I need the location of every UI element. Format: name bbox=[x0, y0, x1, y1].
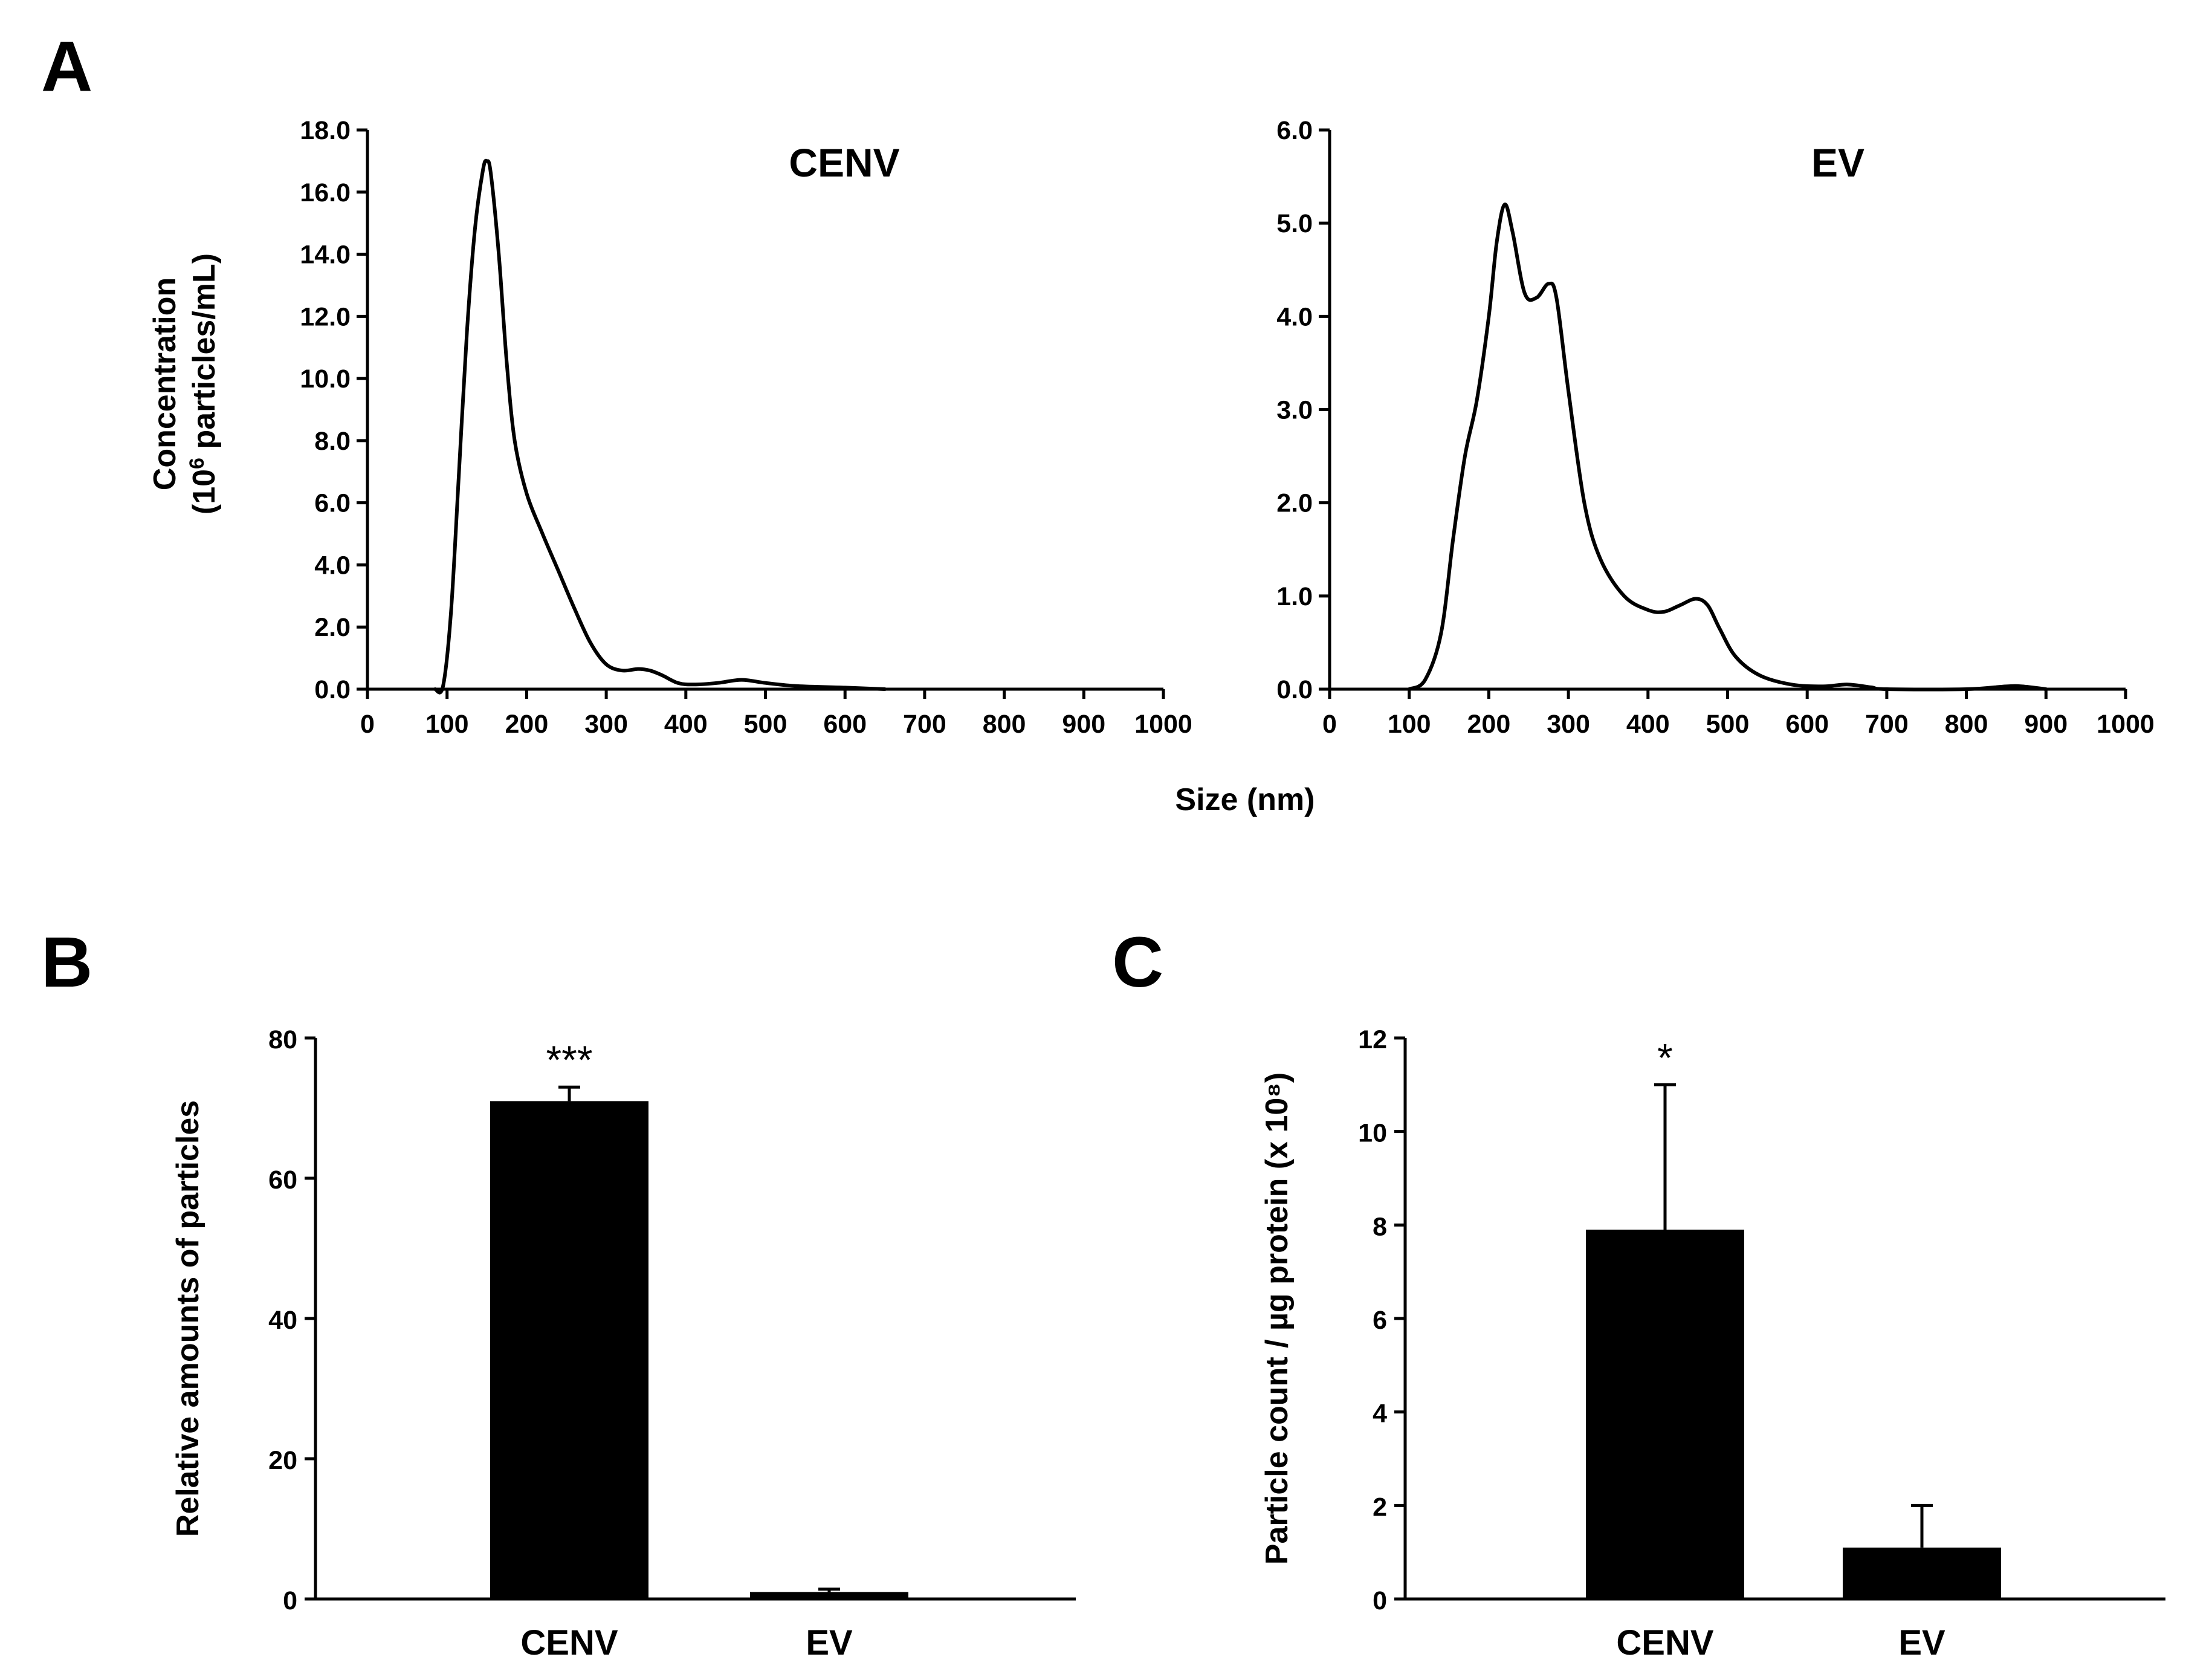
ev-distribution-chart: 0.0 1.0 2.0 3.0 4.0 5.0 6.0 0 100 200 300 400 500 600… bbox=[1276, 116, 2155, 739]
bar-cenv bbox=[1586, 1230, 1744, 1599]
y-axis-title: Particle count / µg protein (x 10⁸) bbox=[1260, 1072, 1295, 1565]
y-tick-label: 40 bbox=[268, 1306, 297, 1335]
a-ylabel-line1: Concentration bbox=[147, 277, 183, 490]
category-label: EV bbox=[1898, 1623, 1945, 1662]
x-tick-label: 200 bbox=[505, 710, 549, 739]
y-tick-label: 4 bbox=[1373, 1399, 1387, 1429]
shared-x-axis-title: Size (nm) bbox=[1175, 782, 1315, 817]
chart-title: CENV bbox=[789, 140, 899, 185]
x-tick-label: 900 bbox=[1062, 710, 1105, 739]
y-tick-label: 6 bbox=[1373, 1306, 1387, 1335]
bar-ev bbox=[1843, 1547, 2001, 1599]
x-tick-label: 900 bbox=[2024, 710, 2068, 739]
y-tick-label: 1.0 bbox=[1276, 582, 1313, 611]
y-tick-label: 2 bbox=[1373, 1493, 1387, 1522]
panel-label-b: B bbox=[41, 923, 92, 1002]
a-ylabel-suffix: particles/mL) bbox=[187, 253, 222, 458]
y-tick-label: 3.0 bbox=[1276, 396, 1313, 425]
y-tick-label: 0.0 bbox=[1276, 675, 1313, 704]
x-tick-label: 300 bbox=[1547, 710, 1590, 739]
y-axis-title: Relative amounts of particles bbox=[170, 1100, 205, 1537]
panel-label-c: C bbox=[1112, 923, 1163, 1002]
x-tick-label: 300 bbox=[584, 710, 628, 739]
x-tick-label: 400 bbox=[664, 710, 708, 739]
y-tick-label: 12 bbox=[1358, 1025, 1387, 1054]
category-label: CENV bbox=[1616, 1623, 1713, 1662]
y-tick-label: 12.0 bbox=[300, 302, 351, 331]
bar-ev bbox=[750, 1592, 908, 1599]
y-tick-label: 0 bbox=[283, 1586, 297, 1615]
a-ylabel-line2: (106 particles/mL) bbox=[186, 253, 222, 514]
significance-marker: *** bbox=[546, 1037, 592, 1082]
x-tick-label: 400 bbox=[1626, 710, 1670, 739]
a-ylabel-prefix: (10 bbox=[187, 469, 222, 514]
y-tick-label: 20 bbox=[268, 1446, 297, 1475]
series-line bbox=[433, 158, 887, 695]
x-tick-label: 800 bbox=[1945, 710, 1988, 739]
y-tick-label: 4.0 bbox=[314, 551, 351, 580]
y-tick-label: 2.0 bbox=[1276, 489, 1313, 518]
y-tick-label: 0.0 bbox=[314, 675, 351, 704]
chart-title: EV bbox=[1811, 140, 1864, 185]
particle-count-chart: 0 2 4 6 8 10 12 Particle count / µg protein (x … bbox=[1260, 1025, 2165, 1662]
x-tick-label: 500 bbox=[744, 710, 787, 739]
y-tick-label: 10.0 bbox=[300, 365, 351, 394]
y-tick-label: 6.0 bbox=[1276, 116, 1313, 145]
x-tick-label: 600 bbox=[823, 710, 867, 739]
y-tick-label: 2.0 bbox=[314, 613, 351, 642]
cenv-distribution-chart: 0.0 2.0 4.0 6.0 8.0 10.0 12.0 14.0 16.0 18.0 0 100 2… bbox=[300, 116, 1192, 739]
x-tick-label: 1000 bbox=[1134, 710, 1192, 739]
x-tick-label: 0 bbox=[1322, 710, 1337, 739]
x-tick-label: 800 bbox=[983, 710, 1026, 739]
y-tick-label: 16.0 bbox=[300, 178, 351, 207]
series-line bbox=[1407, 203, 2048, 692]
y-tick-label: 80 bbox=[268, 1025, 297, 1054]
y-tick-label: 5.0 bbox=[1276, 209, 1313, 238]
x-tick-label: 600 bbox=[1785, 710, 1829, 739]
y-tick-label: 10 bbox=[1358, 1119, 1387, 1148]
x-tick-label: 700 bbox=[1865, 710, 1909, 739]
bar-cenv bbox=[490, 1101, 648, 1599]
x-tick-label: 700 bbox=[903, 710, 946, 739]
x-tick-label: 500 bbox=[1706, 710, 1750, 739]
category-label: CENV bbox=[520, 1623, 618, 1662]
panel-label-a: A bbox=[41, 27, 92, 106]
y-tick-label: 8.0 bbox=[314, 427, 351, 456]
y-tick-label: 8 bbox=[1373, 1212, 1387, 1241]
category-label: EV bbox=[806, 1623, 853, 1662]
a-ylabel-sup: 6 bbox=[186, 458, 209, 469]
y-tick-label: 0 bbox=[1373, 1586, 1387, 1615]
y-tick-label: 18.0 bbox=[300, 116, 351, 145]
x-tick-label: 100 bbox=[1388, 710, 1431, 739]
y-tick-label: 14.0 bbox=[300, 241, 351, 270]
x-tick-label: 1000 bbox=[2097, 710, 2155, 739]
x-tick-label: 100 bbox=[425, 710, 469, 739]
relative-amounts-chart: 0 20 40 60 80 Relative amounts of particles CE… bbox=[170, 1025, 1076, 1662]
x-tick-label: 200 bbox=[1467, 710, 1511, 739]
y-tick-label: 4.0 bbox=[1276, 302, 1313, 331]
significance-marker: * bbox=[1657, 1035, 1673, 1080]
y-tick-label: 6.0 bbox=[314, 489, 351, 518]
x-tick-label: 0 bbox=[360, 710, 375, 739]
y-tick-label: 60 bbox=[268, 1166, 297, 1195]
